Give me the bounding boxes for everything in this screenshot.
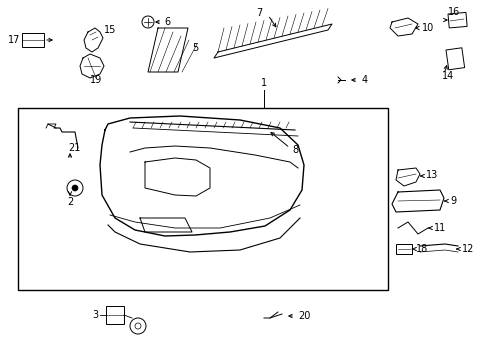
Text: 10: 10 [422,23,434,33]
Text: 4: 4 [362,75,368,85]
Bar [18,108,388,290]
Text: 6: 6 [164,17,170,27]
Text: 9: 9 [450,196,456,206]
Text: 18: 18 [416,244,428,254]
Text: 7: 7 [256,8,262,18]
Circle shape [72,185,78,191]
Circle shape [67,180,83,196]
Bar [396,244,412,254]
Text: 20: 20 [298,311,310,321]
Text: 14: 14 [442,71,454,81]
Circle shape [135,323,141,329]
Bar [448,13,467,28]
Text: 11: 11 [434,223,446,233]
Bar [22,33,44,47]
Circle shape [130,318,146,334]
Text: 17: 17 [8,35,20,45]
Text: 19: 19 [90,75,102,85]
Text: 2: 2 [67,197,73,207]
Bar [106,306,124,324]
Text: 12: 12 [462,244,474,254]
Circle shape [142,16,154,28]
Bar [446,48,465,70]
Text: 15: 15 [104,25,117,35]
Text: 8: 8 [292,145,298,155]
Text: 13: 13 [426,170,438,180]
Text: 16: 16 [448,7,460,17]
Text: 1: 1 [261,78,267,88]
Text: 5: 5 [192,43,198,53]
Text: 21: 21 [68,143,80,153]
Text: 3: 3 [92,310,98,320]
